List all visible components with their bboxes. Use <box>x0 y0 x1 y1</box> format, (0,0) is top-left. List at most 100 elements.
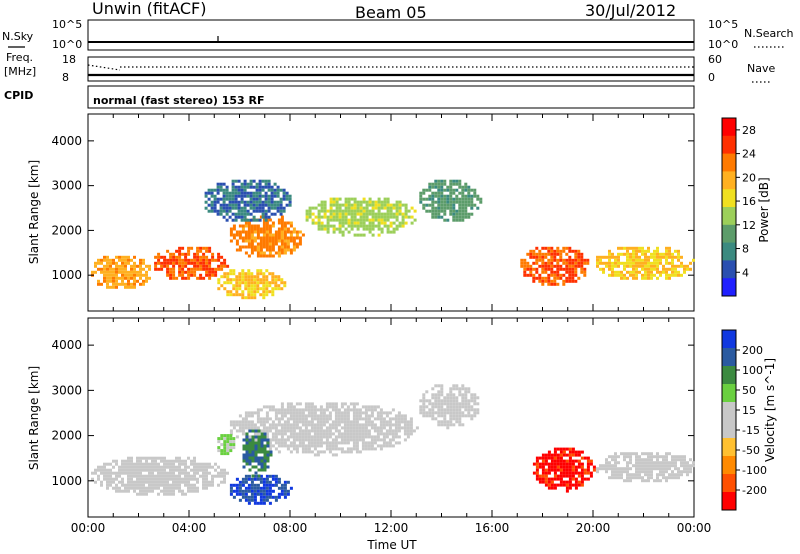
velocity-cell <box>443 402 447 406</box>
velocity-cell <box>446 411 450 415</box>
velocity-colorbar-swatch <box>722 474 736 493</box>
velocity-cell <box>274 408 278 412</box>
power-cell <box>259 239 263 243</box>
velocity-cell <box>671 458 674 462</box>
power-cell <box>467 197 471 201</box>
velocity-cell <box>577 462 581 466</box>
power-cell <box>222 215 226 219</box>
power-cell <box>362 224 366 228</box>
velocity-cell <box>248 441 252 445</box>
velocity-cell <box>370 426 374 430</box>
velocity-cell <box>562 465 566 469</box>
velocity-cell <box>586 471 590 475</box>
velocity-cell <box>283 492 287 496</box>
power-cell <box>550 279 554 283</box>
power-cell <box>225 218 229 222</box>
power-cell <box>249 179 253 183</box>
power-colorbar-swatch <box>722 189 736 208</box>
velocity-cell <box>172 492 175 496</box>
velocity-cell <box>547 483 551 487</box>
velocity-cell <box>280 486 284 490</box>
velocity-cell <box>109 483 112 487</box>
velocity-cell <box>443 396 447 400</box>
velocity-cell <box>437 405 441 409</box>
power-cell <box>377 209 381 213</box>
power-cell <box>368 209 372 213</box>
power-cell <box>362 206 366 210</box>
velocity-cell <box>409 417 413 421</box>
velocity-cell <box>307 441 311 445</box>
velocity-cell <box>181 471 184 475</box>
velocity-cell <box>265 411 269 415</box>
velocity-cell <box>589 474 593 478</box>
power-cell <box>279 188 283 192</box>
velocity-cell <box>589 471 593 475</box>
velocity-cell <box>583 468 587 472</box>
velocity-cell <box>346 426 350 430</box>
power-cell <box>553 282 557 286</box>
power-cell <box>626 249 629 253</box>
power-cell <box>535 267 539 271</box>
velocity-cell <box>202 471 205 475</box>
velocity-cell <box>592 465 596 469</box>
power-cell <box>121 267 124 271</box>
power-cell <box>356 206 360 210</box>
power-cell <box>368 230 372 234</box>
power-cell <box>211 255 215 259</box>
velocity-cell <box>334 447 338 451</box>
velocity-cell <box>248 453 252 457</box>
velocity-cell <box>409 432 413 436</box>
velocity-cell <box>112 459 115 463</box>
power-cell <box>279 206 283 210</box>
velocity-cell <box>659 461 662 465</box>
velocity-cell <box>251 447 255 451</box>
velocity-cell <box>289 426 293 430</box>
velocity-cell <box>325 417 329 421</box>
power-cell <box>425 188 429 192</box>
power-ytick-label: 1000 <box>51 268 82 282</box>
velocity-cell <box>553 447 557 451</box>
power-cell <box>368 203 372 207</box>
power-cell <box>653 267 656 271</box>
power-x-axis <box>87 114 695 311</box>
velocity-cell <box>361 405 365 409</box>
velocity-cell <box>148 462 151 466</box>
power-cell <box>271 281 275 285</box>
velocity-cell <box>307 411 311 415</box>
velocity-cell <box>250 486 254 490</box>
velocity-cell <box>580 468 584 472</box>
velocity-cell <box>292 417 296 421</box>
power-colorbar-swatch <box>722 153 736 172</box>
velocity-cell <box>602 464 605 468</box>
velocity-cell <box>289 423 293 427</box>
velocity-cell <box>355 438 359 442</box>
power-cell <box>184 264 188 268</box>
power-cell <box>255 218 259 222</box>
velocity-cell <box>295 450 299 454</box>
velocity-cell <box>538 456 542 460</box>
velocity-cell <box>608 464 611 468</box>
power-cell <box>286 245 290 249</box>
power-cell <box>565 246 569 250</box>
power-cell <box>356 233 360 237</box>
power-cell <box>656 270 659 274</box>
velocity-cell <box>130 480 133 484</box>
velocity-cell <box>253 486 257 490</box>
velocity-colorbar-swatch <box>722 420 736 439</box>
velocity-cell <box>319 405 323 409</box>
power-cell <box>214 270 218 274</box>
velocity-cell <box>160 474 163 478</box>
velocity-cell <box>232 443 236 447</box>
power-cell <box>347 218 351 222</box>
velocity-cell <box>592 468 596 472</box>
velocity-cell <box>425 405 429 409</box>
velocity-cell <box>352 408 356 412</box>
power-cell <box>220 261 224 265</box>
velocity-cell <box>304 402 308 406</box>
velocity-cell <box>259 492 263 496</box>
velocity-cell <box>373 417 377 421</box>
velocity-cell <box>313 429 317 433</box>
velocity-cell <box>97 465 100 469</box>
power-cell <box>274 287 278 291</box>
power-cell <box>461 212 465 216</box>
